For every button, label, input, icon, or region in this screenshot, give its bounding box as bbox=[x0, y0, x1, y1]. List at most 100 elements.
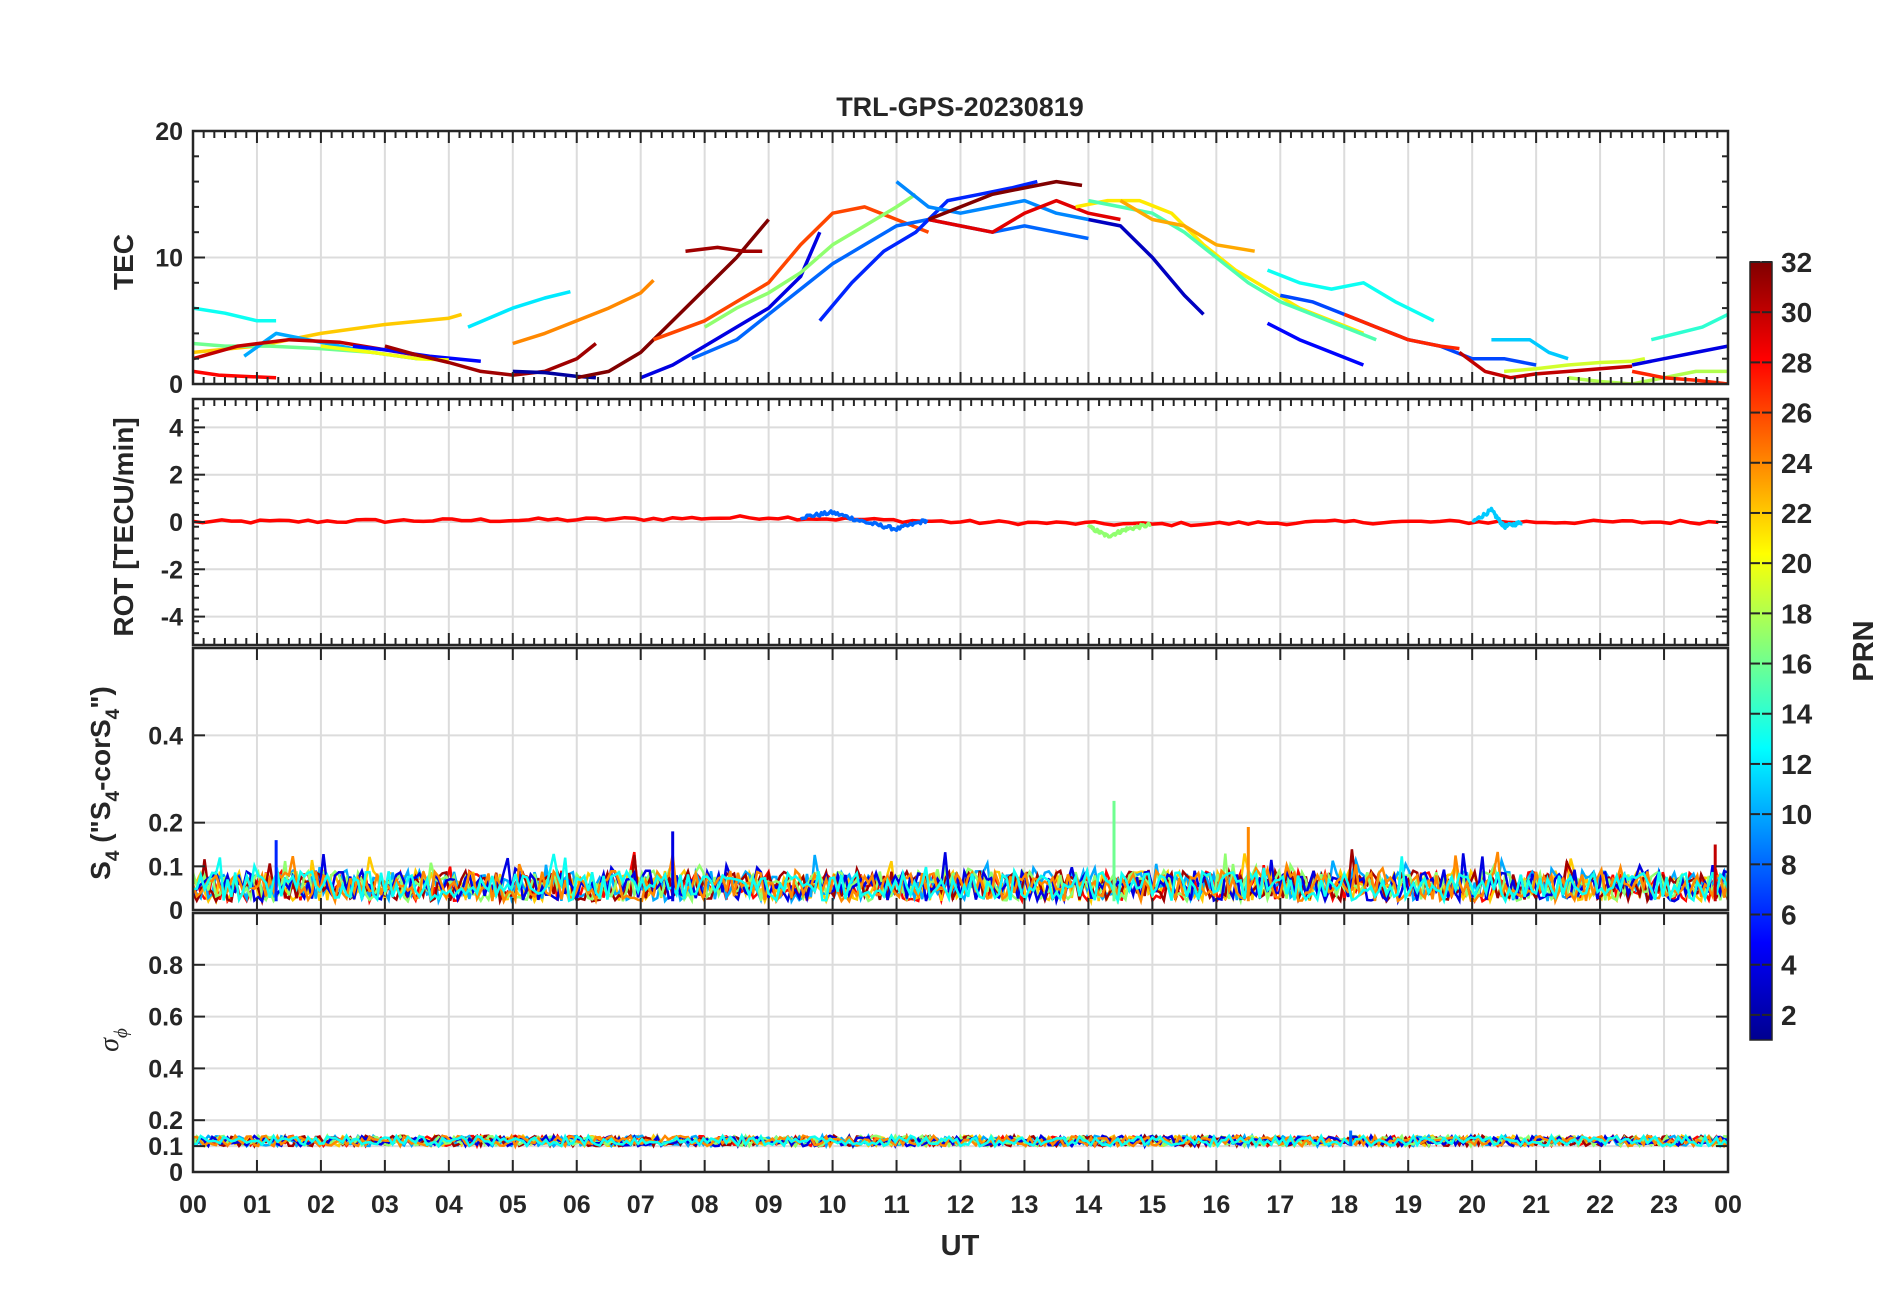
colorbar-tick-label: 8 bbox=[1781, 849, 1797, 880]
chart-title: TRL-GPS-20230819 bbox=[836, 92, 1084, 122]
tec-y-label: TEC bbox=[108, 234, 139, 290]
colorbar-tick-label: 14 bbox=[1781, 699, 1813, 730]
x-tick-label: 19 bbox=[1394, 1191, 1422, 1219]
tec-series-line bbox=[1503, 356, 1646, 374]
x-tick-label: 08 bbox=[691, 1191, 719, 1219]
tec-series-line bbox=[927, 179, 1083, 222]
tec-series-line bbox=[640, 231, 822, 380]
colorbar-tick-label: 18 bbox=[1781, 598, 1812, 629]
tec-series-line bbox=[1088, 198, 1377, 342]
x-tick-label: 13 bbox=[1011, 1191, 1039, 1219]
tec-series-line bbox=[576, 218, 770, 380]
tec-ytick-label: 0 bbox=[169, 371, 183, 399]
tec-series-line bbox=[1491, 337, 1569, 361]
x-tick-label: 05 bbox=[499, 1191, 527, 1219]
x-tick-label: 17 bbox=[1266, 1191, 1294, 1219]
x-tick-label: 06 bbox=[563, 1191, 591, 1219]
tec-series-line bbox=[652, 205, 930, 342]
tec-series-line bbox=[685, 245, 763, 253]
rot-series-line bbox=[800, 509, 929, 533]
colorbar-tick-label: 32 bbox=[1781, 247, 1812, 278]
s4-ytick-label: 0.1 bbox=[148, 853, 183, 881]
x-tick-label: 23 bbox=[1650, 1191, 1678, 1219]
tec-series-line bbox=[1119, 199, 1255, 253]
sigma-ytick-label: 0.1 bbox=[148, 1133, 183, 1161]
tec-series-line bbox=[703, 192, 917, 329]
colorbar-tick-label: 4 bbox=[1781, 950, 1797, 981]
x-tick-label: 03 bbox=[371, 1191, 399, 1219]
tec-series-line bbox=[512, 279, 655, 346]
x-tick-label: 16 bbox=[1202, 1191, 1230, 1219]
colorbar-tick-label: 12 bbox=[1781, 749, 1812, 780]
x-axis-label: UT bbox=[941, 1230, 980, 1262]
rot-y-label: ROT [TECU/min] bbox=[108, 417, 139, 636]
tec-series-line bbox=[895, 180, 1089, 222]
sigma-ticks bbox=[192, 913, 1729, 1173]
s4-ticks bbox=[192, 648, 1729, 911]
tec-grid bbox=[192, 130, 1729, 385]
x-tick-labels: 00 01 02 03 04 05 06 07 08 09 10 11 12 13 14 15 16 17 18 19… bbox=[179, 1191, 1742, 1219]
rot-panel: -4 -2 0 2 4 bbox=[161, 397, 1730, 647]
colorbar-label: PRN bbox=[1848, 620, 1880, 681]
s4-panel: 0 0.1 0.2 0.4 bbox=[148, 646, 1730, 925]
rot-ytick-label: -4 bbox=[161, 604, 183, 632]
rot-ytick-label: 2 bbox=[169, 462, 183, 490]
tec-series-line bbox=[928, 198, 1121, 234]
x-tick-label: 20 bbox=[1458, 1191, 1486, 1219]
x-tick-label: 09 bbox=[755, 1191, 783, 1219]
tec-series-line bbox=[1631, 369, 1728, 384]
tec-series-line bbox=[467, 290, 571, 329]
tec-series-line bbox=[1631, 344, 1728, 367]
sigma-noise-line bbox=[193, 1132, 1728, 1149]
x-tick-label: 00 bbox=[1714, 1191, 1742, 1219]
x-tick-label: 11 bbox=[883, 1191, 910, 1219]
colorbar-tick-label: 2 bbox=[1781, 1000, 1797, 1031]
rot-ticks bbox=[192, 399, 1729, 646]
colorbar-tick-label: 10 bbox=[1781, 799, 1812, 830]
x-tick-label: 00 bbox=[179, 1191, 207, 1219]
sigma-ytick-label: 0.6 bbox=[148, 1004, 183, 1032]
x-tick-label: 10 bbox=[819, 1191, 847, 1219]
rot-series-line bbox=[193, 514, 1719, 528]
x-tick-label: 15 bbox=[1138, 1191, 1166, 1219]
tec-series-line bbox=[1088, 217, 1205, 316]
sigma-ytick-label: 0.8 bbox=[148, 952, 183, 980]
colorbar-tick-label: 6 bbox=[1781, 900, 1797, 931]
colorbar-tick-label: 30 bbox=[1781, 297, 1812, 328]
colorbar-tick-label: 28 bbox=[1781, 347, 1812, 378]
colorbar-tick-label: 22 bbox=[1781, 498, 1812, 529]
x-tick-label: 01 bbox=[243, 1191, 271, 1219]
x-tick-label: 14 bbox=[1075, 1191, 1103, 1219]
tec-series-line bbox=[1266, 268, 1435, 323]
sigma-ytick-label: 0.2 bbox=[148, 1107, 183, 1135]
sigma-grid bbox=[192, 913, 1729, 1173]
tec-series-line bbox=[193, 369, 277, 380]
tec-series-line bbox=[1343, 312, 1460, 351]
tec-series-line bbox=[1458, 350, 1633, 380]
tec-ytick-label: 10 bbox=[155, 245, 183, 273]
tec-data bbox=[193, 179, 1728, 384]
tec-series-line bbox=[384, 342, 597, 377]
colorbar-tick-label: 24 bbox=[1781, 448, 1813, 479]
rot-ytick-label: 4 bbox=[169, 414, 183, 442]
sigma-ytick-label: 0 bbox=[169, 1159, 183, 1187]
x-tick-label: 18 bbox=[1330, 1191, 1358, 1219]
rot-ytick-label: 0 bbox=[169, 509, 183, 537]
colorbar-tick-label: 16 bbox=[1781, 649, 1812, 680]
colorbar-gradient bbox=[1749, 261, 1773, 1041]
sigma-ytick-label: 0.4 bbox=[148, 1055, 183, 1083]
tec-series-line bbox=[1650, 312, 1728, 342]
tec-series-line bbox=[1567, 369, 1728, 384]
tec-panel: 0 10 20 bbox=[155, 118, 1730, 399]
x-tick-label: 22 bbox=[1586, 1191, 1614, 1219]
s4-ytick-label: 0.4 bbox=[148, 722, 183, 750]
rot-data bbox=[193, 506, 1719, 539]
tec-ytick-label: 20 bbox=[155, 118, 183, 146]
sigma-panel: 00.10.2 0.4 0.6 0.8 bbox=[148, 911, 1730, 1187]
colorbar-tick-label: 26 bbox=[1781, 398, 1812, 429]
tec-series-line bbox=[691, 217, 1089, 361]
s4-ytick-label: 0.2 bbox=[148, 810, 183, 838]
